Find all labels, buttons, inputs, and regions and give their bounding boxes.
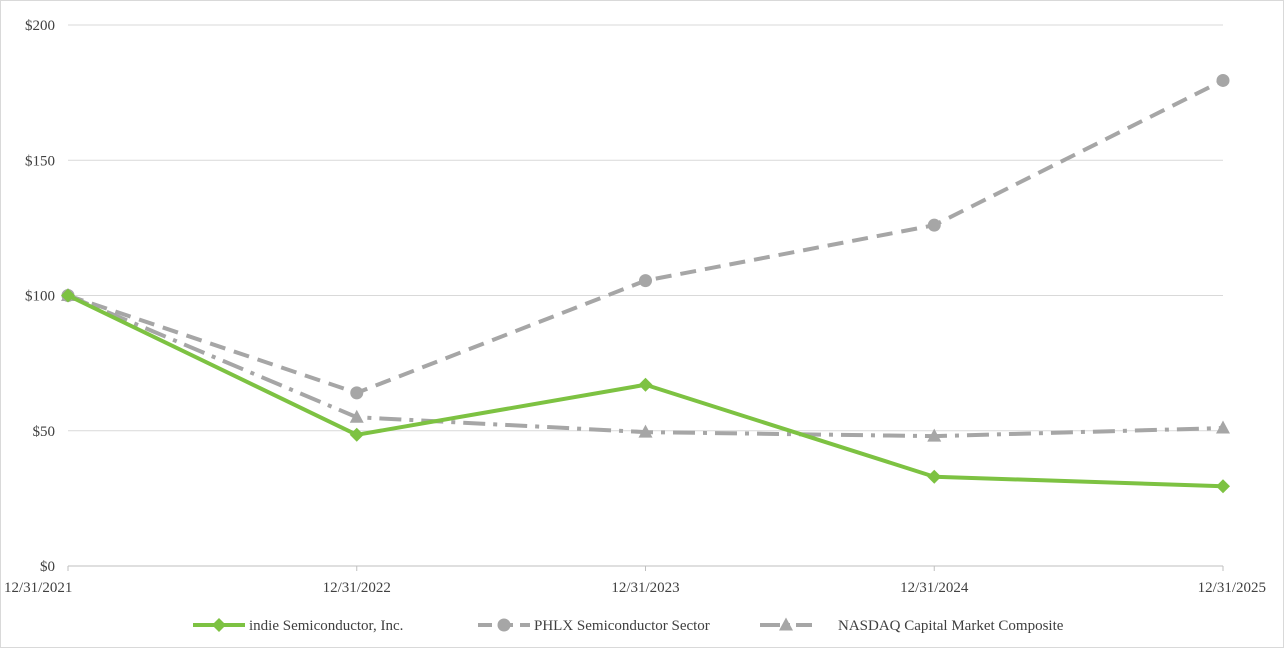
data-point — [927, 469, 942, 484]
x-tick-label: 12/31/2022 — [323, 580, 391, 596]
data-point — [1216, 420, 1230, 434]
x-axis: 12/31/2021 12/31/2022 12/31/2023 12/31/2024… — [4, 565, 1266, 596]
legend-label: indie Semiconductor, Inc. — [249, 618, 403, 634]
y-tick-label: $50 — [33, 424, 56, 440]
data-point — [61, 288, 75, 303]
y-tick-label: $0 — [40, 559, 55, 575]
data-point — [1216, 73, 1230, 87]
y-tick-label: $100 — [25, 289, 55, 305]
data-point — [639, 274, 652, 288]
data-point — [638, 424, 653, 438]
x-tick-label: 12/31/2023 — [611, 580, 679, 596]
data-point — [927, 218, 941, 232]
series-1 — [61, 288, 1230, 494]
x-tick-label: 12/31/2025 — [1198, 580, 1266, 596]
legend-marker — [212, 618, 226, 632]
y-axis: $0 $50 $100 $150 $200 — [25, 18, 55, 575]
data-point — [638, 377, 653, 392]
legend-entry-1: indie Semiconductor, Inc. — [193, 618, 403, 634]
x-tick-label: 12/31/2021 — [4, 580, 72, 596]
data-point — [349, 427, 364, 442]
data-point — [349, 409, 364, 423]
y-tick-label: $200 — [25, 18, 55, 34]
legend-marker — [497, 618, 511, 632]
series-group — [61, 73, 1230, 494]
legend-label: PHLX Semiconductor Sector — [534, 618, 710, 634]
legend-entry-2: PHLX Semiconductor Sector — [478, 618, 710, 634]
y-tick-label: $150 — [25, 153, 55, 169]
x-tick-label: 12/31/2024 — [900, 580, 969, 596]
data-point — [1216, 479, 1230, 494]
data-point — [350, 386, 364, 400]
legend: indie Semiconductor, Inc. PHLX Semiconduc… — [193, 617, 1064, 634]
legend-label: NASDAQ Capital Market Composite — [838, 618, 1064, 634]
legend-marker — [779, 617, 793, 631]
legend-entry-3: NASDAQ Capital Market Composite — [760, 617, 1064, 634]
data-point — [927, 428, 942, 442]
